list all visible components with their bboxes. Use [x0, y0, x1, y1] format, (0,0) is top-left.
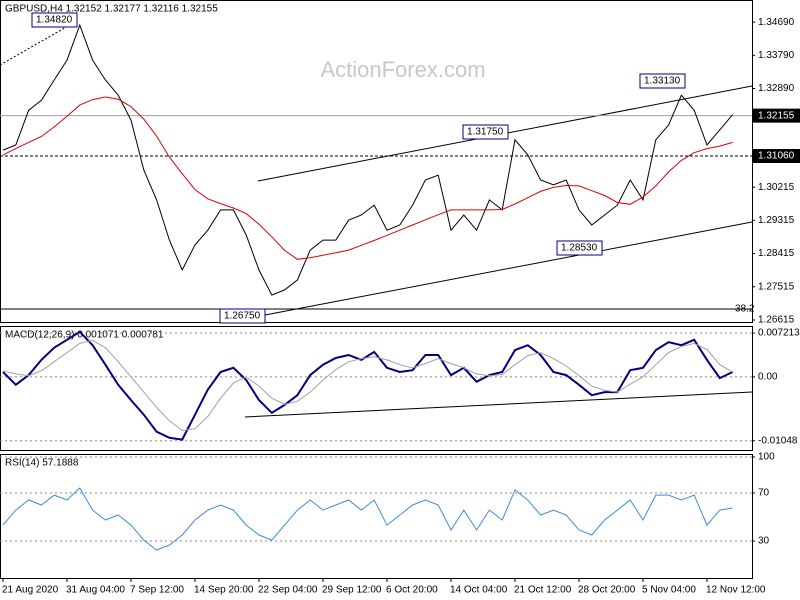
x-tick-label: 6 Oct 20:00: [386, 585, 438, 596]
annotation-box: [462, 124, 509, 140]
channel-lower: [264, 221, 753, 316]
y-tick-label: 1.30215: [758, 182, 795, 193]
series-line: [2, 330, 734, 441]
price-panel: [0, 0, 753, 323]
y-tick-label: 100: [758, 452, 775, 463]
annotation-box: [31, 12, 78, 28]
y-tick-label: 1.32890: [758, 83, 795, 94]
x-tick-label: 29 Sep 12:00: [322, 585, 382, 596]
y-tick-label: -0.01048: [758, 435, 798, 446]
x-tick-label: 21 Oct 12:00: [514, 585, 572, 596]
y-tick-label: 0.00: [758, 372, 778, 383]
current-price-box: [753, 108, 800, 123]
annotation-box: [556, 240, 603, 256]
annotation: 1.33130: [644, 76, 681, 87]
macd-trend-line: [244, 391, 753, 418]
y-tick-label: 0.007213: [758, 328, 800, 339]
series-line: [2, 23, 733, 296]
y-tick-label: 1.26615: [758, 315, 795, 326]
x-tick-label: 28 Oct 20:00: [578, 585, 636, 596]
level-label: 1.31060: [758, 151, 795, 162]
series-line: [2, 339, 733, 432]
annotation-box: [219, 308, 266, 324]
rsi-panel: [0, 454, 753, 579]
x-tick-label: 31 Aug 04:00: [66, 585, 125, 596]
annotation: 1.31750: [467, 127, 504, 138]
y-tick-label: 1.28415: [758, 248, 795, 259]
x-tick-label: 12 Nov 12:00: [706, 585, 766, 596]
y-tick-label: 1.27515: [758, 281, 795, 292]
y-tick-label: 1.33790: [758, 50, 795, 61]
rsi-title: RSI(14) 57.1888: [5, 458, 79, 469]
macd-panel: [0, 326, 753, 451]
x-tick-label: 5 Nov 04:00: [642, 585, 696, 596]
x-tick-label: 22 Sep 04:00: [258, 585, 318, 596]
watermark: ActionForex.com: [320, 57, 485, 82]
x-tick-label: 7 Sep 12:00: [130, 585, 184, 596]
annotation: 1.34820: [36, 15, 73, 26]
annotation: 38.2: [735, 304, 755, 315]
annotation: 1.28530: [561, 243, 598, 254]
macd-title: MACD(12,26,9) 0.001071 0.000781: [5, 330, 164, 341]
y-tick-label: 1.34690: [758, 17, 795, 28]
chart-title: GBPUSD,H4 1.32152 1.32177 1.32116 1.3215…: [5, 4, 218, 15]
x-tick-label: 14 Oct 04:00: [450, 585, 508, 596]
y-tick-label: 30: [758, 536, 770, 547]
series-line: [2, 487, 733, 551]
series-line: [2, 96, 733, 260]
x-tick-label: 21 Aug 2020: [2, 585, 59, 596]
y-tick-label: 70: [758, 488, 770, 499]
annotation-box: [639, 73, 686, 89]
current-price-label: 1.32155: [758, 110, 795, 121]
level-box: [753, 149, 800, 164]
x-tick-label: 14 Sep 20:00: [194, 585, 254, 596]
trend-line: [0, 21, 76, 66]
y-tick-label: 1.29315: [758, 215, 795, 226]
annotation: 1.26750: [224, 311, 261, 322]
